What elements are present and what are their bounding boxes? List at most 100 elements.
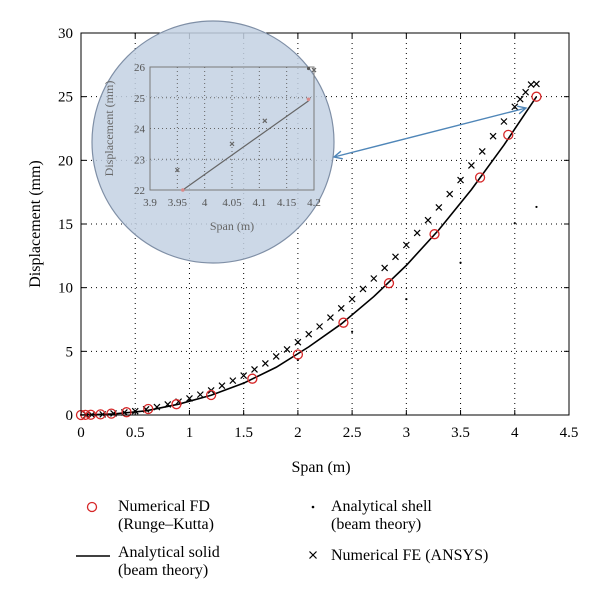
series-layer — [75, 80, 542, 421]
cross-stroke — [175, 398, 183, 406]
y-tick-label: 15 — [58, 217, 73, 233]
fe-point — [478, 147, 486, 155]
legend-label: Analytical solid (beam theory) — [118, 544, 220, 579]
fd-point — [531, 91, 542, 102]
cross-stroke — [370, 275, 378, 282]
cross-stroke — [218, 382, 226, 390]
fd-point — [205, 389, 217, 401]
cross-stroke — [262, 118, 268, 124]
fe-point — [413, 229, 421, 237]
fd-point — [474, 172, 486, 183]
cross-stroke — [261, 360, 269, 367]
shell-point — [459, 261, 462, 264]
inset-x-axis-label: Span (m) — [210, 219, 254, 233]
inset-y-axis-label: Displacement (mm) — [102, 81, 116, 177]
cross-stroke — [402, 241, 410, 249]
inset-fd-point — [181, 188, 185, 192]
shell-point — [535, 205, 538, 209]
fe-point — [381, 264, 389, 272]
fd-point — [429, 229, 440, 240]
inset-x-tick-label: 4.05 — [222, 197, 242, 209]
x-tick-label: 2 — [294, 425, 302, 441]
legend-label: Numerical FE (ANSYS) — [331, 547, 488, 564]
x-tick-label: 0.5 — [126, 425, 145, 441]
inset-fe-point — [311, 67, 317, 73]
cross-stroke — [174, 167, 180, 173]
inset-fe-point — [262, 118, 268, 124]
legend-label: Numerical FD (Runge–Kutta) — [118, 498, 214, 533]
x-tick-label: 4 — [511, 425, 519, 441]
fe-point — [500, 118, 508, 125]
fe-point — [402, 241, 410, 249]
fe-point — [305, 330, 313, 338]
y-tick-label: 30 — [58, 26, 73, 42]
legend-circle-marker — [86, 501, 98, 513]
legend-label-line: Analytical solid — [118, 544, 220, 561]
cross-stroke — [229, 141, 235, 147]
cross-stroke — [413, 229, 421, 237]
cross-stroke — [392, 253, 399, 261]
zoom-inset: 3.9 3.95 4 4.05 4.1 4.15 4.2 22 23 24 25 26 Span (m)… — [91, 20, 528, 264]
y-axis-label: Displacement (mm) — [27, 160, 44, 288]
y-tick-label: 20 — [58, 153, 73, 169]
cross-stroke — [229, 377, 237, 385]
inset-x-tick-label: 4 — [202, 197, 208, 209]
legend-item: Numerical FE (ANSYS) — [309, 547, 488, 564]
fe-point — [467, 162, 475, 169]
inset-y-tick-label: 22 — [134, 185, 145, 197]
fe-point — [294, 338, 302, 346]
inset-y-tick-label: 26 — [134, 62, 146, 74]
legend-item: Analytical solid (beam theory) — [76, 544, 220, 579]
x-tick-label: 1.5 — [234, 425, 253, 441]
fe-point — [522, 88, 530, 96]
inset-x-tick-label: 4.1 — [252, 197, 266, 209]
shell-point — [351, 330, 354, 333]
fe-point — [316, 323, 324, 330]
cross-stroke — [478, 147, 486, 155]
cross-stroke — [316, 323, 324, 330]
fd-point — [247, 373, 258, 384]
cross-stroke — [337, 304, 345, 312]
cross-stroke — [467, 162, 475, 169]
inset-x-tick-label: 3.9 — [143, 197, 157, 209]
y-tick-label: 0 — [66, 408, 74, 424]
inset-y-tick-label: 24 — [134, 124, 146, 136]
y-tick-label: 5 — [66, 344, 74, 360]
fe-point — [218, 382, 226, 390]
cross-stroke — [359, 285, 367, 293]
fe-point — [283, 345, 291, 353]
x-axis-label: Span (m) — [291, 459, 350, 476]
fe-point — [240, 372, 248, 379]
legend-item: Analytical shell (beam theory) — [311, 498, 432, 533]
x-tick-label: 4.5 — [560, 425, 579, 441]
fe-point — [196, 391, 204, 399]
cross-stroke — [240, 372, 248, 379]
inset-fe-point — [229, 141, 235, 147]
x-tick-label: 3 — [403, 425, 411, 441]
cross-stroke — [500, 118, 508, 125]
fd-point — [292, 349, 304, 360]
fd-point — [338, 317, 349, 328]
legend: Numerical FD (Runge–Kutta) Analytical shel… — [76, 498, 488, 579]
cross-stroke — [311, 67, 317, 73]
x-tick-label: 3.5 — [451, 425, 470, 441]
fe-point — [489, 132, 497, 140]
inset-x-tick-label: 4.2 — [307, 197, 321, 209]
fe-point — [533, 80, 540, 88]
fe-point — [527, 81, 535, 88]
y-tick-label: 10 — [58, 281, 73, 297]
cross-stroke — [435, 204, 443, 211]
inset-fe-point — [174, 167, 180, 173]
fd-point — [121, 407, 132, 418]
legend-label-line: Numerical FD — [118, 498, 210, 515]
fe-point — [164, 401, 172, 408]
cross-stroke — [283, 345, 291, 353]
cross-stroke — [305, 330, 313, 338]
fe-point — [516, 95, 524, 103]
inset-y-tick-label: 25 — [134, 93, 146, 105]
legend-label: Analytical shell (beam theory) — [331, 498, 432, 533]
fe-point — [229, 377, 237, 385]
fe-point — [337, 304, 345, 312]
inset-fd-point — [306, 97, 311, 102]
cross-stroke — [446, 190, 454, 198]
